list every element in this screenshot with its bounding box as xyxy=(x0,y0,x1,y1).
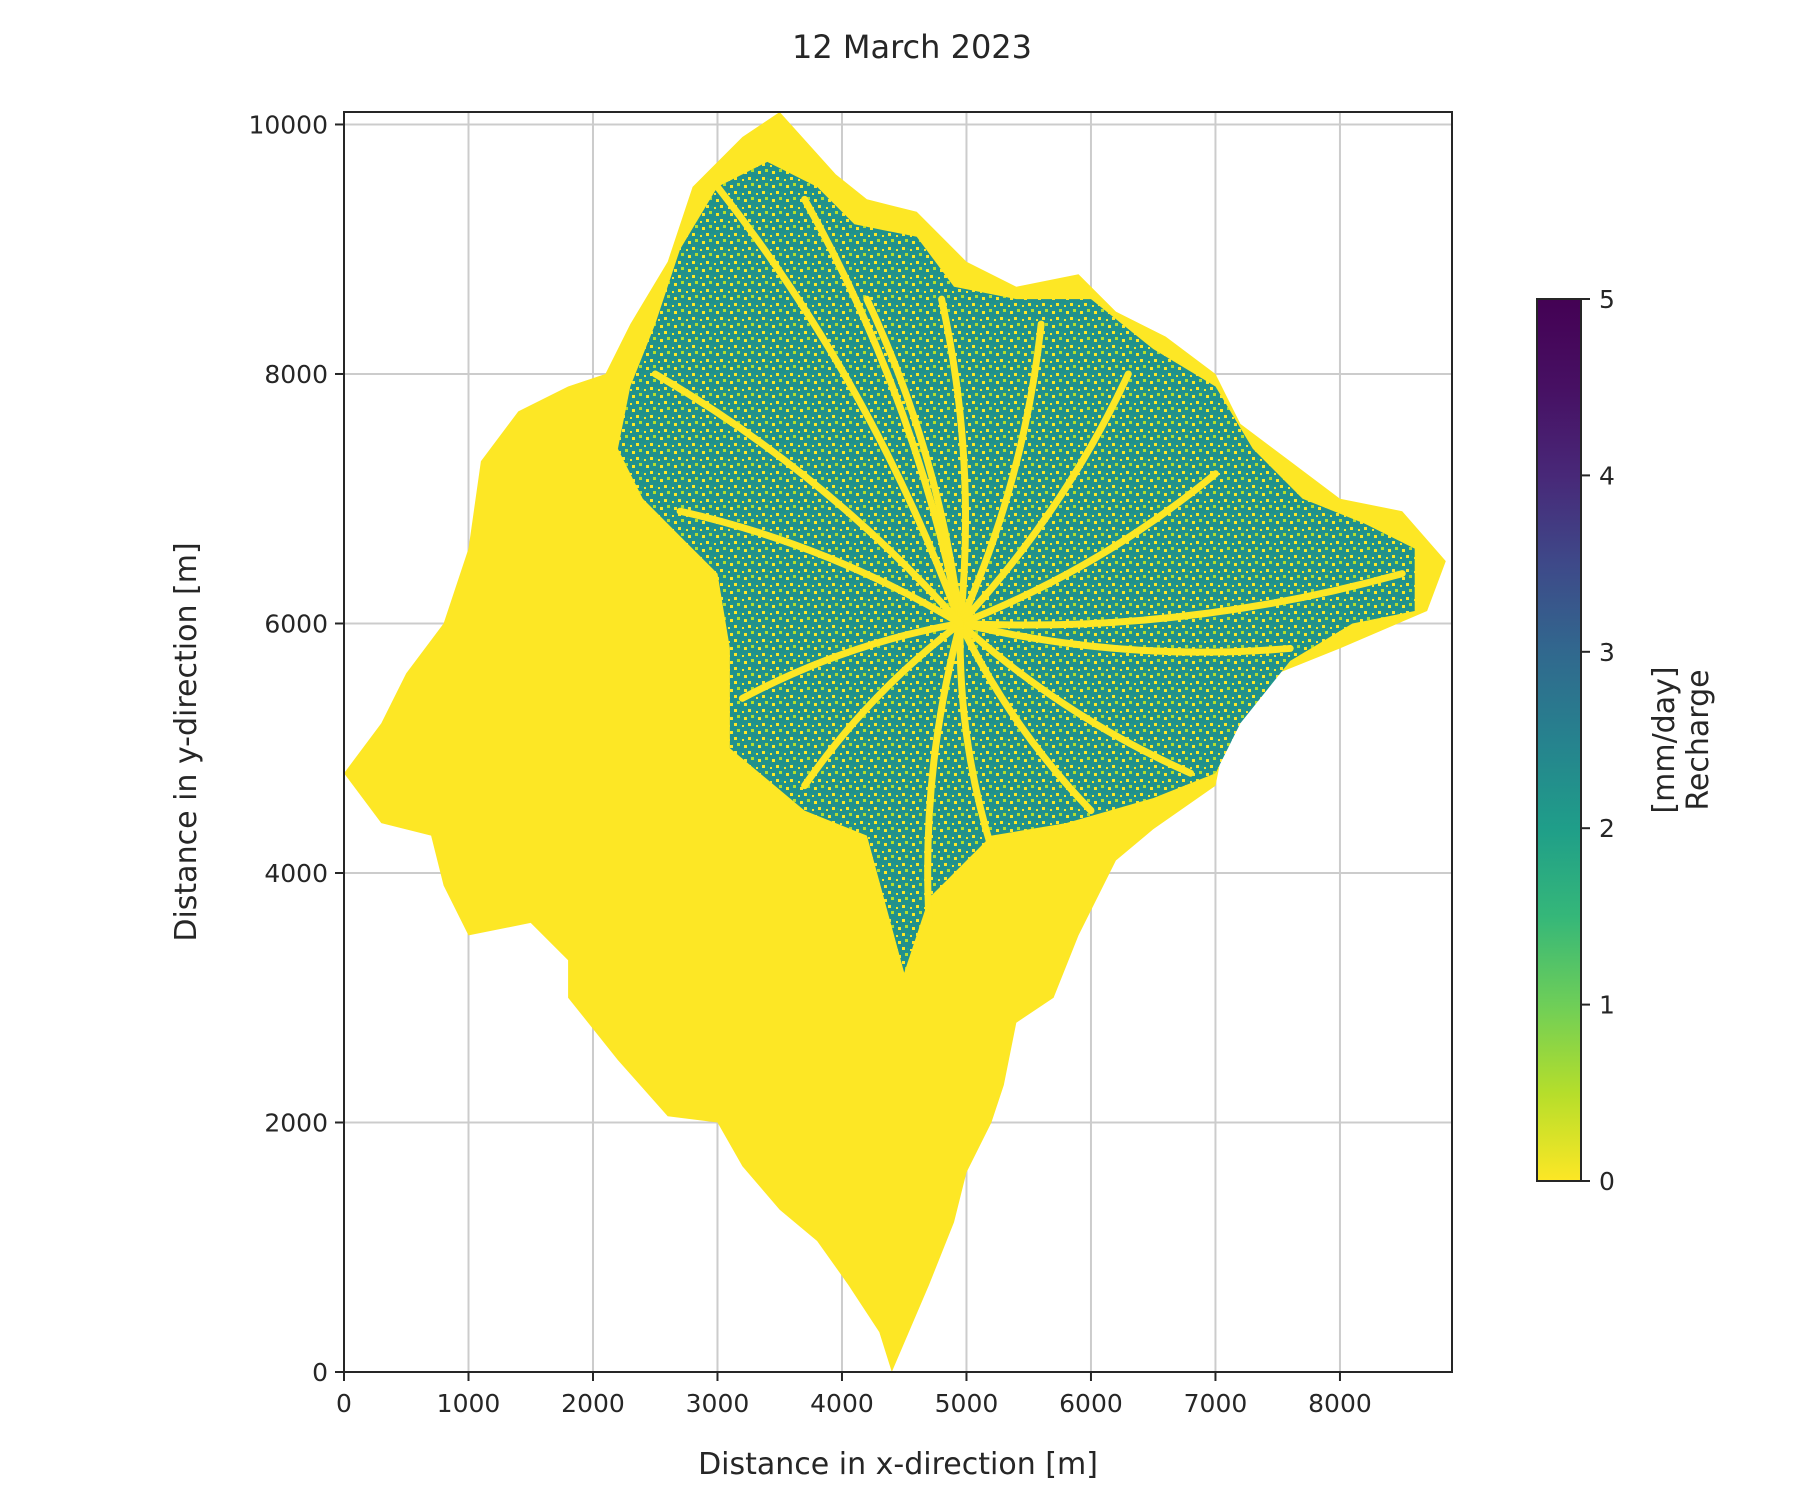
colorbar-unit-label: [mm/day] xyxy=(1647,666,1682,813)
y-tick-label: 6000 xyxy=(264,609,328,638)
colorbar-ticks: 0 1 2 3 4 5 xyxy=(1581,285,1615,1196)
x-tick-label: 0 xyxy=(336,1389,352,1418)
x-tick-label: 1000 xyxy=(437,1389,501,1418)
stream-channel xyxy=(956,370,1132,627)
x-axis-label: Distance in x-direction [m] xyxy=(698,1447,1098,1482)
stream-channel xyxy=(956,470,1219,627)
y-tick-label: 10000 xyxy=(248,110,328,139)
stream-channel xyxy=(738,619,964,702)
colorbar-tick-label: 0 xyxy=(1599,1167,1615,1196)
stream-channel xyxy=(676,507,964,627)
x-tick-label: 2000 xyxy=(561,1389,625,1418)
stream-channel xyxy=(938,295,970,627)
colorbar: 0 1 2 3 4 5 [mm/day] Recharge xyxy=(1536,285,1716,1196)
colorbar-tick-label: 3 xyxy=(1599,638,1615,667)
x-axis-ticks: 0 1000 2000 3000 4000 5000 6000 7000 8000 xyxy=(336,1372,1372,1418)
stream-channel xyxy=(956,320,1045,627)
plot-frame xyxy=(343,111,1453,1373)
stream-channel xyxy=(801,619,964,790)
x-tick-label: 3000 xyxy=(686,1389,750,1418)
stream-channel xyxy=(713,183,964,627)
stream-channel xyxy=(956,570,1406,629)
stream-channel xyxy=(924,619,964,927)
stream-channel xyxy=(651,370,964,627)
y-tick-label: 0 xyxy=(312,1358,328,1387)
x-tick-label: 7000 xyxy=(1184,1389,1248,1418)
x-tick-label: 5000 xyxy=(935,1389,999,1418)
stream-channel xyxy=(801,195,964,627)
stream-channel xyxy=(956,619,1195,777)
colorbar-tick-label: 1 xyxy=(1599,991,1615,1020)
x-tick-label: 4000 xyxy=(810,1389,874,1418)
plot-area: 0 1000 2000 3000 4000 5000 6000 7000 8000 0 2000 4… xyxy=(248,110,1453,1418)
stream-channel xyxy=(956,619,1095,815)
colorbar-tick-label: 2 xyxy=(1599,814,1615,843)
stream-channel xyxy=(956,619,995,852)
y-tick-label: 2000 xyxy=(264,1108,328,1137)
y-axis-ticks: 0 2000 4000 6000 8000 10000 xyxy=(248,110,344,1387)
colorbar-gradient xyxy=(1536,298,1582,1182)
recharge-heatmap xyxy=(344,112,1446,1372)
y-tick-label: 4000 xyxy=(264,859,328,888)
stream-channels xyxy=(651,183,1406,927)
colorbar-tick-label: 5 xyxy=(1599,285,1615,314)
stream-channel xyxy=(956,619,1294,656)
chart-title: 12 March 2023 xyxy=(792,28,1032,66)
colorbar-tick-label: 4 xyxy=(1599,461,1615,490)
stream-channel xyxy=(863,295,964,627)
colorbar-title-label: Recharge xyxy=(1681,669,1716,810)
y-axis-label: Distance in y-direction [m] xyxy=(169,542,204,941)
x-tick-label: 6000 xyxy=(1059,1389,1123,1418)
x-tick-label: 8000 xyxy=(1308,1389,1372,1418)
y-tick-label: 8000 xyxy=(264,360,328,389)
